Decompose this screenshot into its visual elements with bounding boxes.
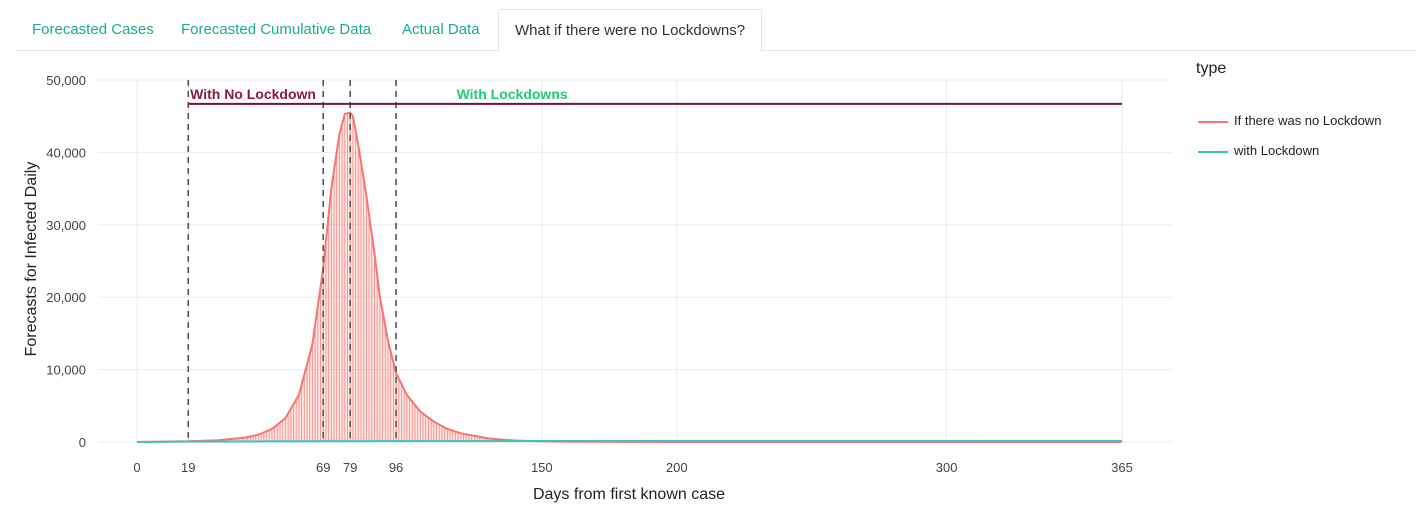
legend-swatch-no-lockdown [1198,121,1228,123]
legend-swatch-with-lockdown [1198,151,1228,153]
x-tick-label: 200 [666,460,688,475]
legend-item-no-lockdown[interactable]: If there was no Lockdown [1198,113,1381,128]
legend-label: with Lockdown [1234,143,1319,158]
x-tick-label: 19 [181,460,195,475]
legend-label: If there was no Lockdown [1234,113,1381,128]
grid [98,80,1172,442]
x-tick-label: 150 [531,460,553,475]
legend-title: type [1196,60,1226,78]
x-axis-ticks: 0 19 69 79 96 150 200 300 365 [133,460,1132,475]
y-tick-label: 20,000 [46,290,86,305]
y-tick-label: 30,000 [46,218,86,233]
no-lockdown-fill [137,113,1122,442]
tab-forecasted-cases[interactable]: Forecasted Cases [16,9,170,51]
with-lockdown-line [137,441,1122,442]
x-tick-label: 69 [316,460,330,475]
series-lines [137,113,1122,442]
no-lockdown-line [137,113,1122,442]
tab-actual-data[interactable]: Actual Data [386,9,496,51]
y-tick-label: 40,000 [46,145,86,160]
tab-bar: Forecasted Cases Forecasted Cumulative D… [16,9,1416,51]
legend-item-with-lockdown[interactable]: with Lockdown [1198,143,1319,158]
no-lockdown-area [137,113,1122,442]
x-tick-label: 79 [343,460,357,475]
y-tick-label: 0 [79,435,86,450]
annotation-with-lockdowns: With Lockdowns [457,86,568,102]
y-axis-ticks: 0 10,000 20,000 30,000 40,000 50,000 [46,73,86,450]
x-axis-label: Days from first known case [533,486,725,503]
y-tick-label: 50,000 [46,73,86,88]
tab-forecasted-cumulative-data[interactable]: Forecasted Cumulative Data [165,9,387,51]
tab-what-if-no-lockdowns[interactable]: What if there were no Lockdowns? [498,9,762,52]
x-tick-label: 365 [1111,460,1133,475]
x-tick-label: 300 [936,460,958,475]
y-tick-label: 10,000 [46,363,86,378]
x-tick-label: 96 [389,460,403,475]
annotations: With No Lockdown With Lockdowns [190,86,568,102]
annotation-no-lockdown: With No Lockdown [190,86,316,102]
y-axis-label: Forecasts for Infected Daily [23,162,40,357]
x-tick-label: 0 [133,460,140,475]
